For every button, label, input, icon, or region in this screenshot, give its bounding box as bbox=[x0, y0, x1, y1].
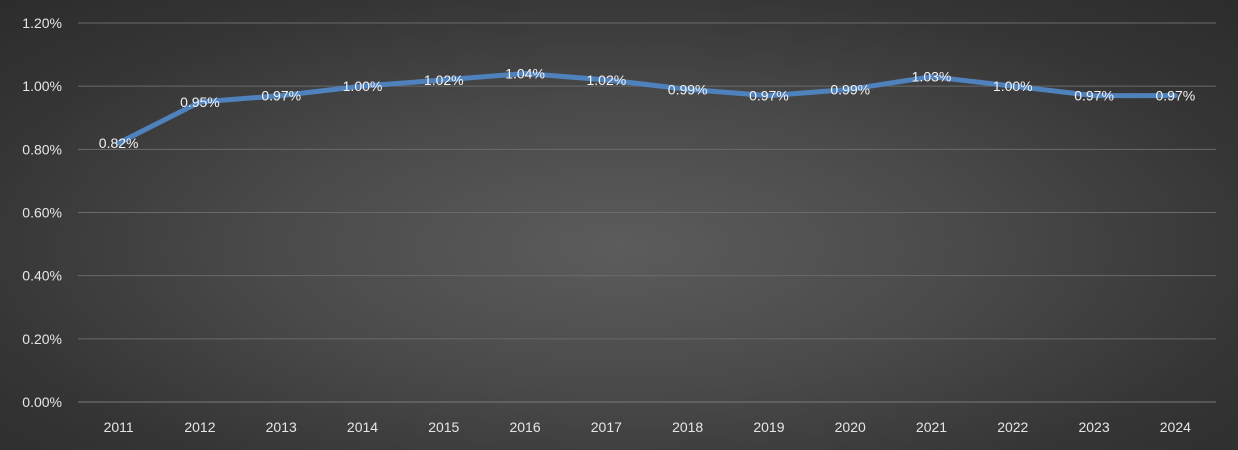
gridlines bbox=[78, 22, 1216, 403]
data-label: 1.02% bbox=[424, 72, 464, 88]
data-label: 0.99% bbox=[830, 81, 870, 97]
x-tick-label: 2011 bbox=[104, 419, 134, 435]
x-axis-ticks: 2011 2012 2013 2014 2015 2016 2017 2018 2019 2020… bbox=[104, 419, 1192, 435]
x-tick-label: 2013 bbox=[266, 419, 297, 435]
x-tick-label: 2017 bbox=[591, 419, 622, 435]
y-tick-label: 1.00% bbox=[22, 78, 62, 94]
data-label: 1.03% bbox=[912, 69, 952, 85]
x-tick-label: 2021 bbox=[916, 419, 947, 435]
data-label: 0.99% bbox=[668, 81, 708, 97]
data-label: 1.00% bbox=[343, 78, 383, 94]
y-tick-label: 0.80% bbox=[22, 141, 62, 157]
data-label: 1.04% bbox=[505, 66, 545, 82]
y-tick-label: 0.20% bbox=[22, 331, 62, 347]
y-tick-label: 0.00% bbox=[22, 394, 62, 410]
x-tick-label: 2012 bbox=[184, 419, 215, 435]
y-tick-label: 1.20% bbox=[22, 15, 62, 31]
series-layer bbox=[116, 71, 1178, 146]
x-tick-label: 2016 bbox=[509, 419, 540, 435]
x-tick-label: 2024 bbox=[1160, 419, 1191, 435]
data-label: 1.02% bbox=[587, 72, 627, 88]
data-label: 1.00% bbox=[993, 78, 1033, 94]
x-tick-label: 2022 bbox=[997, 419, 1028, 435]
data-label: 0.97% bbox=[1074, 88, 1114, 104]
data-label: 0.97% bbox=[749, 88, 789, 104]
data-labels: 0.82% 0.95% 0.97% 1.00% 1.02% 1.04% 1.02% 0.99%… bbox=[99, 66, 1195, 151]
x-tick-label: 2014 bbox=[347, 419, 378, 435]
data-label: 0.95% bbox=[180, 94, 220, 110]
data-label: 0.97% bbox=[261, 88, 301, 104]
x-tick-label: 2015 bbox=[428, 419, 459, 435]
data-label: 0.82% bbox=[99, 135, 139, 151]
y-tick-label: 0.60% bbox=[22, 205, 62, 221]
x-tick-label: 2019 bbox=[753, 419, 784, 435]
x-tick-label: 2023 bbox=[1078, 419, 1109, 435]
y-axis-ticks: 0.00% 0.20% 0.40% 0.60% 0.80% 1.00% 1.20% bbox=[22, 15, 62, 410]
data-label: 0.97% bbox=[1156, 88, 1196, 104]
x-tick-label: 2018 bbox=[672, 419, 703, 435]
x-tick-label: 2020 bbox=[835, 419, 866, 435]
series-line bbox=[116, 71, 1178, 146]
y-tick-label: 0.40% bbox=[22, 268, 62, 284]
